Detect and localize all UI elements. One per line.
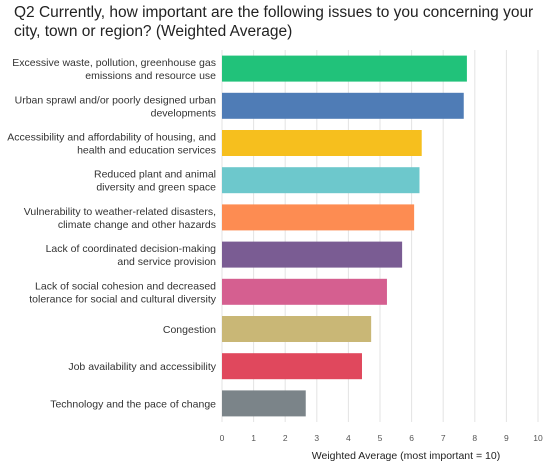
category-label: Vulnerability to weather-related disaste… bbox=[24, 206, 216, 231]
category-label-line: health and education services bbox=[77, 145, 216, 157]
bar bbox=[222, 278, 387, 305]
bar bbox=[222, 167, 420, 194]
category-label-line: Lack of coordinated decision-making bbox=[46, 243, 217, 255]
x-tick-label: 9 bbox=[504, 433, 509, 443]
bars bbox=[222, 55, 467, 417]
x-tick-label: 5 bbox=[378, 433, 383, 443]
x-tick-label: 2 bbox=[283, 433, 288, 443]
category-labels: Excessive waste, pollution, greenhouse g… bbox=[7, 57, 217, 410]
x-tick-label: 10 bbox=[533, 433, 543, 443]
x-tick-label: 8 bbox=[472, 433, 477, 443]
bar bbox=[222, 130, 422, 156]
bar bbox=[222, 55, 467, 82]
bar bbox=[222, 204, 415, 231]
category-label-line: Lack of social cohesion and decreased bbox=[35, 280, 216, 292]
category-label-line: and service provision bbox=[117, 256, 216, 268]
category-label: Excessive waste, pollution, greenhouse g… bbox=[12, 57, 216, 82]
x-tick-label: 1 bbox=[251, 433, 256, 443]
category-label: Congestion bbox=[163, 324, 216, 336]
category-label-line: diversity and green space bbox=[96, 182, 216, 194]
x-tick-label: 0 bbox=[220, 433, 225, 443]
bar bbox=[222, 92, 464, 119]
bar bbox=[222, 353, 362, 380]
category-label-line: tolerance for social and cultural divers… bbox=[29, 293, 217, 305]
bar bbox=[222, 316, 372, 342]
x-tick-label: 3 bbox=[314, 433, 319, 443]
category-label: Accessibility and affordability of housi… bbox=[7, 132, 216, 157]
x-tick-label: 4 bbox=[346, 433, 351, 443]
x-tick-label: 7 bbox=[441, 433, 446, 443]
category-label-line: Job availability and accessibility bbox=[68, 361, 216, 373]
bar bbox=[222, 390, 306, 417]
category-label: Lack of coordinated decision-making and s… bbox=[46, 243, 217, 268]
x-tick-labels: 0 1 2 3 4 5 6 7 8 9 10 bbox=[220, 433, 543, 443]
x-tick-label: 6 bbox=[409, 433, 414, 443]
category-label-line: Accessibility and affordability of housi… bbox=[7, 132, 216, 144]
category-label: Urban sprawl and/or poorly designed urba… bbox=[15, 94, 217, 119]
category-label-line: Excessive waste, pollution, greenhouse g… bbox=[12, 57, 216, 69]
category-label-line: Technology and the pace of change bbox=[50, 398, 216, 410]
bar bbox=[222, 241, 403, 268]
chart-title: Q2 Currently, how important are the foll… bbox=[14, 4, 534, 40]
category-label: Job availability and accessibility bbox=[68, 361, 216, 373]
category-label-line: developments bbox=[151, 107, 216, 119]
category-label: Lack of social cohesion and decreased tol… bbox=[29, 280, 217, 305]
category-label-line: Congestion bbox=[163, 324, 216, 336]
category-label: Reduced plant and animal diversity and gr… bbox=[94, 169, 216, 194]
x-axis-label: Weighted Average (most important = 10) bbox=[312, 450, 500, 462]
category-label: Technology and the pace of change bbox=[50, 398, 216, 410]
category-label-line: Urban sprawl and/or poorly designed urba… bbox=[15, 94, 217, 106]
category-label-line: Reduced plant and animal bbox=[94, 169, 216, 181]
category-label-line: emissions and resource use bbox=[85, 70, 216, 82]
category-label-line: Vulnerability to weather-related disaste… bbox=[24, 206, 216, 218]
category-label-line: climate change and other hazards bbox=[58, 219, 216, 231]
